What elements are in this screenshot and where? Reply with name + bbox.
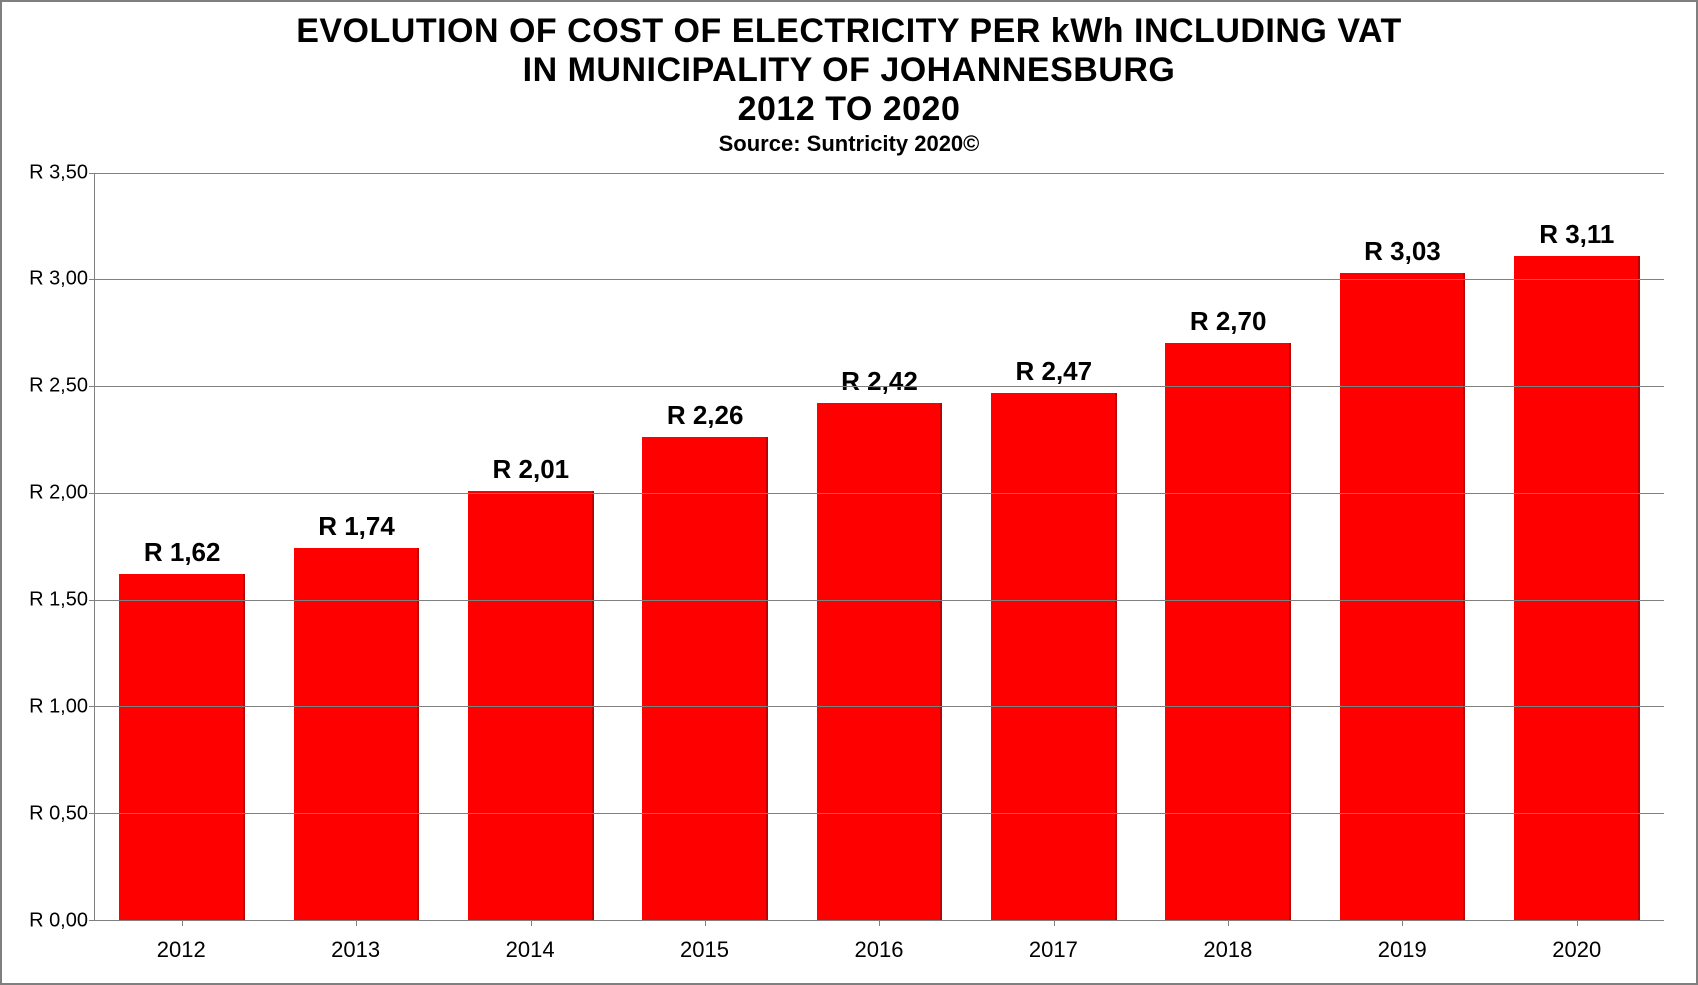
x-tick xyxy=(1054,920,1055,926)
x-axis-label: 2016 xyxy=(792,927,966,971)
bar xyxy=(294,548,420,920)
y-tick xyxy=(89,173,95,174)
x-tick xyxy=(1577,920,1578,926)
bars-container: R 1,62 R 1,74 R 2,01 R 2,26 R 2,42 R 2,47 R 2,… xyxy=(95,173,1664,920)
bar-slot: R 3,03 xyxy=(1315,173,1489,920)
bar-slot: R 1,62 xyxy=(95,173,269,920)
bar-slot: R 2,01 xyxy=(444,173,618,920)
bar xyxy=(642,437,768,920)
y-axis-labels: R 0,00R 0,50R 1,00R 1,50R 2,00R 2,50R 3,… xyxy=(14,173,88,921)
chart-subtitle: Source: Suntricity 2020© xyxy=(2,131,1696,156)
y-axis-label: R 0,00 xyxy=(14,910,88,933)
bar xyxy=(1165,343,1291,920)
y-axis-label: R 1,00 xyxy=(14,696,88,719)
y-tick xyxy=(89,706,95,707)
bar-value-label: R 1,74 xyxy=(318,511,395,542)
x-tick xyxy=(1402,920,1403,926)
y-axis-label: R 2,50 xyxy=(14,375,88,398)
x-axis-label: 2014 xyxy=(443,927,617,971)
gridline xyxy=(95,386,1664,387)
x-axis-label: 2020 xyxy=(1490,927,1664,971)
bar-value-label: R 2,42 xyxy=(841,366,918,397)
bar-value-label: R 3,03 xyxy=(1364,236,1441,267)
bar-slot: R 2,42 xyxy=(792,173,966,920)
x-tick xyxy=(356,920,357,926)
x-tick xyxy=(705,920,706,926)
gridline xyxy=(95,173,1664,174)
x-tick xyxy=(879,920,880,926)
chart-area: R 0,00 R 0,50 R 1,00 R 1,50 R 2,00 R 2,50 R 3,… xyxy=(14,163,1684,971)
x-axis-label: 2019 xyxy=(1315,927,1489,971)
y-axis-label: R 2,00 xyxy=(14,482,88,505)
y-axis-label: R 3,50 xyxy=(14,161,88,184)
x-axis-labels: 201220132014201520162017201820192020 xyxy=(94,927,1664,971)
bar-value-label: R 3,11 xyxy=(1539,219,1614,250)
title-line-3: 2012 TO 2020 xyxy=(2,90,1696,129)
x-tick xyxy=(1228,920,1229,926)
x-tick xyxy=(182,920,183,926)
bar-slot: R 1,74 xyxy=(269,173,443,920)
y-axis-label: R 1,50 xyxy=(14,589,88,612)
bar-slot: R 2,26 xyxy=(618,173,792,920)
title-line-1: EVOLUTION OF COST OF ELECTRICITY PER kWh… xyxy=(2,12,1696,51)
bar xyxy=(817,403,943,920)
plot-area: R 1,62 R 1,74 R 2,01 R 2,26 R 2,42 R 2,47 R 2,… xyxy=(94,173,1664,921)
bar-slot: R 2,47 xyxy=(967,173,1141,920)
bar-value-label: R 2,26 xyxy=(667,400,744,431)
y-tick xyxy=(89,386,95,387)
bar xyxy=(468,491,594,920)
gridline xyxy=(95,493,1664,494)
y-tick xyxy=(89,279,95,280)
y-axis-label: R 0,50 xyxy=(14,803,88,826)
chart-frame: EVOLUTION OF COST OF ELECTRICITY PER kWh… xyxy=(0,0,1698,985)
bar-value-label: R 2,70 xyxy=(1190,306,1267,337)
y-tick xyxy=(89,600,95,601)
bar xyxy=(119,574,245,920)
bar-value-label: R 2,01 xyxy=(493,454,570,485)
x-axis-label: 2017 xyxy=(966,927,1140,971)
bar xyxy=(991,393,1117,920)
gridline xyxy=(95,279,1664,280)
bar xyxy=(1514,256,1640,920)
x-axis-label: 2018 xyxy=(1141,927,1315,971)
x-axis-label: 2012 xyxy=(94,927,268,971)
bar-slot: R 3,11 xyxy=(1490,173,1664,920)
x-tick xyxy=(531,920,532,926)
y-tick xyxy=(89,493,95,494)
y-axis-label: R 3,00 xyxy=(14,268,88,291)
x-axis-label: 2015 xyxy=(617,927,791,971)
bar-value-label: R 2,47 xyxy=(1016,356,1093,387)
title-line-2: IN MUNICIPALITY OF JOHANNESBURG xyxy=(2,51,1696,90)
gridline xyxy=(95,706,1664,707)
x-axis-label: 2013 xyxy=(268,927,442,971)
gridline xyxy=(95,600,1664,601)
gridline xyxy=(95,813,1664,814)
bar xyxy=(1340,273,1466,920)
y-tick xyxy=(89,920,95,921)
y-tick xyxy=(89,813,95,814)
title-block: EVOLUTION OF COST OF ELECTRICITY PER kWh… xyxy=(2,2,1696,157)
bar-slot: R 2,70 xyxy=(1141,173,1315,920)
bar-value-label: R 1,62 xyxy=(144,537,221,568)
